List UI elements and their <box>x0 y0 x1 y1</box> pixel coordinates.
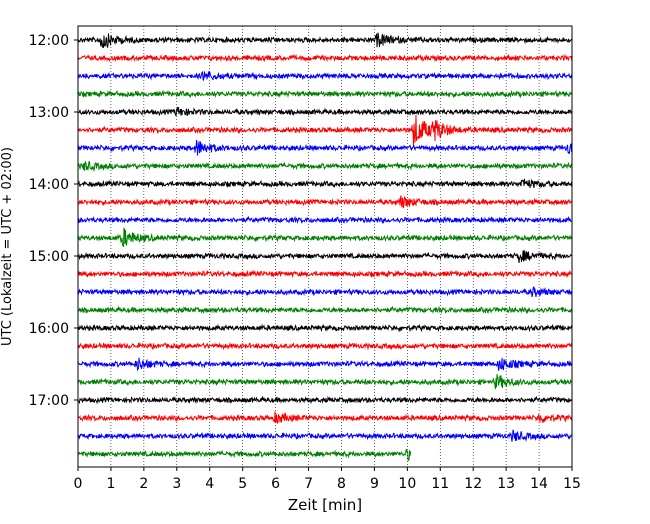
seismic-traces <box>77 32 573 462</box>
x-tick-label: 4 <box>205 476 214 492</box>
seismic-trace-1500 <box>77 249 573 264</box>
seismic-trace-1230 <box>77 70 573 81</box>
x-tick-label: 10 <box>398 476 416 492</box>
x-tick-label: 0 <box>74 476 83 492</box>
x-tick-label: 13 <box>497 476 515 492</box>
seismic-trace-1215 <box>77 53 573 63</box>
x-tick-label: 14 <box>530 476 548 492</box>
seismic-trace-1315 <box>77 114 573 146</box>
y-tick-label: 12:00 <box>29 33 69 49</box>
x-tick-label: 11 <box>431 476 449 492</box>
seismic-trace-1245 <box>77 89 573 99</box>
seismic-trace-1700 <box>77 395 573 405</box>
seismic-trace-1715 <box>77 411 573 424</box>
x-tick-label: 5 <box>238 476 247 492</box>
seismic-trace-1530 <box>77 286 573 298</box>
seismic-trace-1400 <box>77 178 573 189</box>
seismic-trace-1615 <box>77 341 573 351</box>
y-axis-ticks: 12:00 13:00 14:00 15:00 16:00 17:00 <box>29 33 78 409</box>
seismic-trace-1300 <box>77 106 573 117</box>
x-tick-label: 7 <box>304 476 313 492</box>
seismic-trace-1430 <box>77 215 573 224</box>
x-tick-label: 1 <box>106 476 115 492</box>
x-tick-label: 6 <box>271 476 280 492</box>
seismic-trace-1630 <box>77 357 572 372</box>
x-tick-label: 9 <box>370 476 379 492</box>
x-axis-ticks: 0 1 2 3 4 5 6 7 8 9 10 11 12 13 14 15 <box>74 467 581 492</box>
x-tick-label: 2 <box>139 476 148 492</box>
y-tick-label: 15:00 <box>29 249 69 265</box>
x-axis-label: Zeit [min] <box>288 496 362 514</box>
seismic-trace-1345 <box>77 160 573 173</box>
seismic-trace-1545 <box>77 305 573 315</box>
seismic-trace-1415 <box>77 195 573 209</box>
seismic-trace-1330 <box>77 139 573 156</box>
seismic-trace-1645 <box>77 374 573 390</box>
seismic-trace-1200 <box>77 32 573 48</box>
x-tick-label: 3 <box>172 476 181 492</box>
y-tick-label: 13:00 <box>29 105 69 121</box>
seismic-trace-1730 <box>77 429 573 442</box>
x-tick-label: 15 <box>563 476 581 492</box>
y-tick-label: 17:00 <box>29 393 69 409</box>
y-tick-label: 16:00 <box>29 321 69 337</box>
seismic-trace-1745 <box>77 448 412 462</box>
y-axis-label: UTC (Lokalzeit = UTC + 02:00) <box>0 147 15 346</box>
x-tick-label: 12 <box>464 476 482 492</box>
seismic-trace-1445 <box>77 227 573 247</box>
y-tick-label: 14:00 <box>29 177 69 193</box>
plot-frame <box>77 25 573 468</box>
x-tick-label: 8 <box>337 476 346 492</box>
seismic-trace-1600 <box>77 323 573 333</box>
seismic-trace-1515 <box>77 269 573 279</box>
